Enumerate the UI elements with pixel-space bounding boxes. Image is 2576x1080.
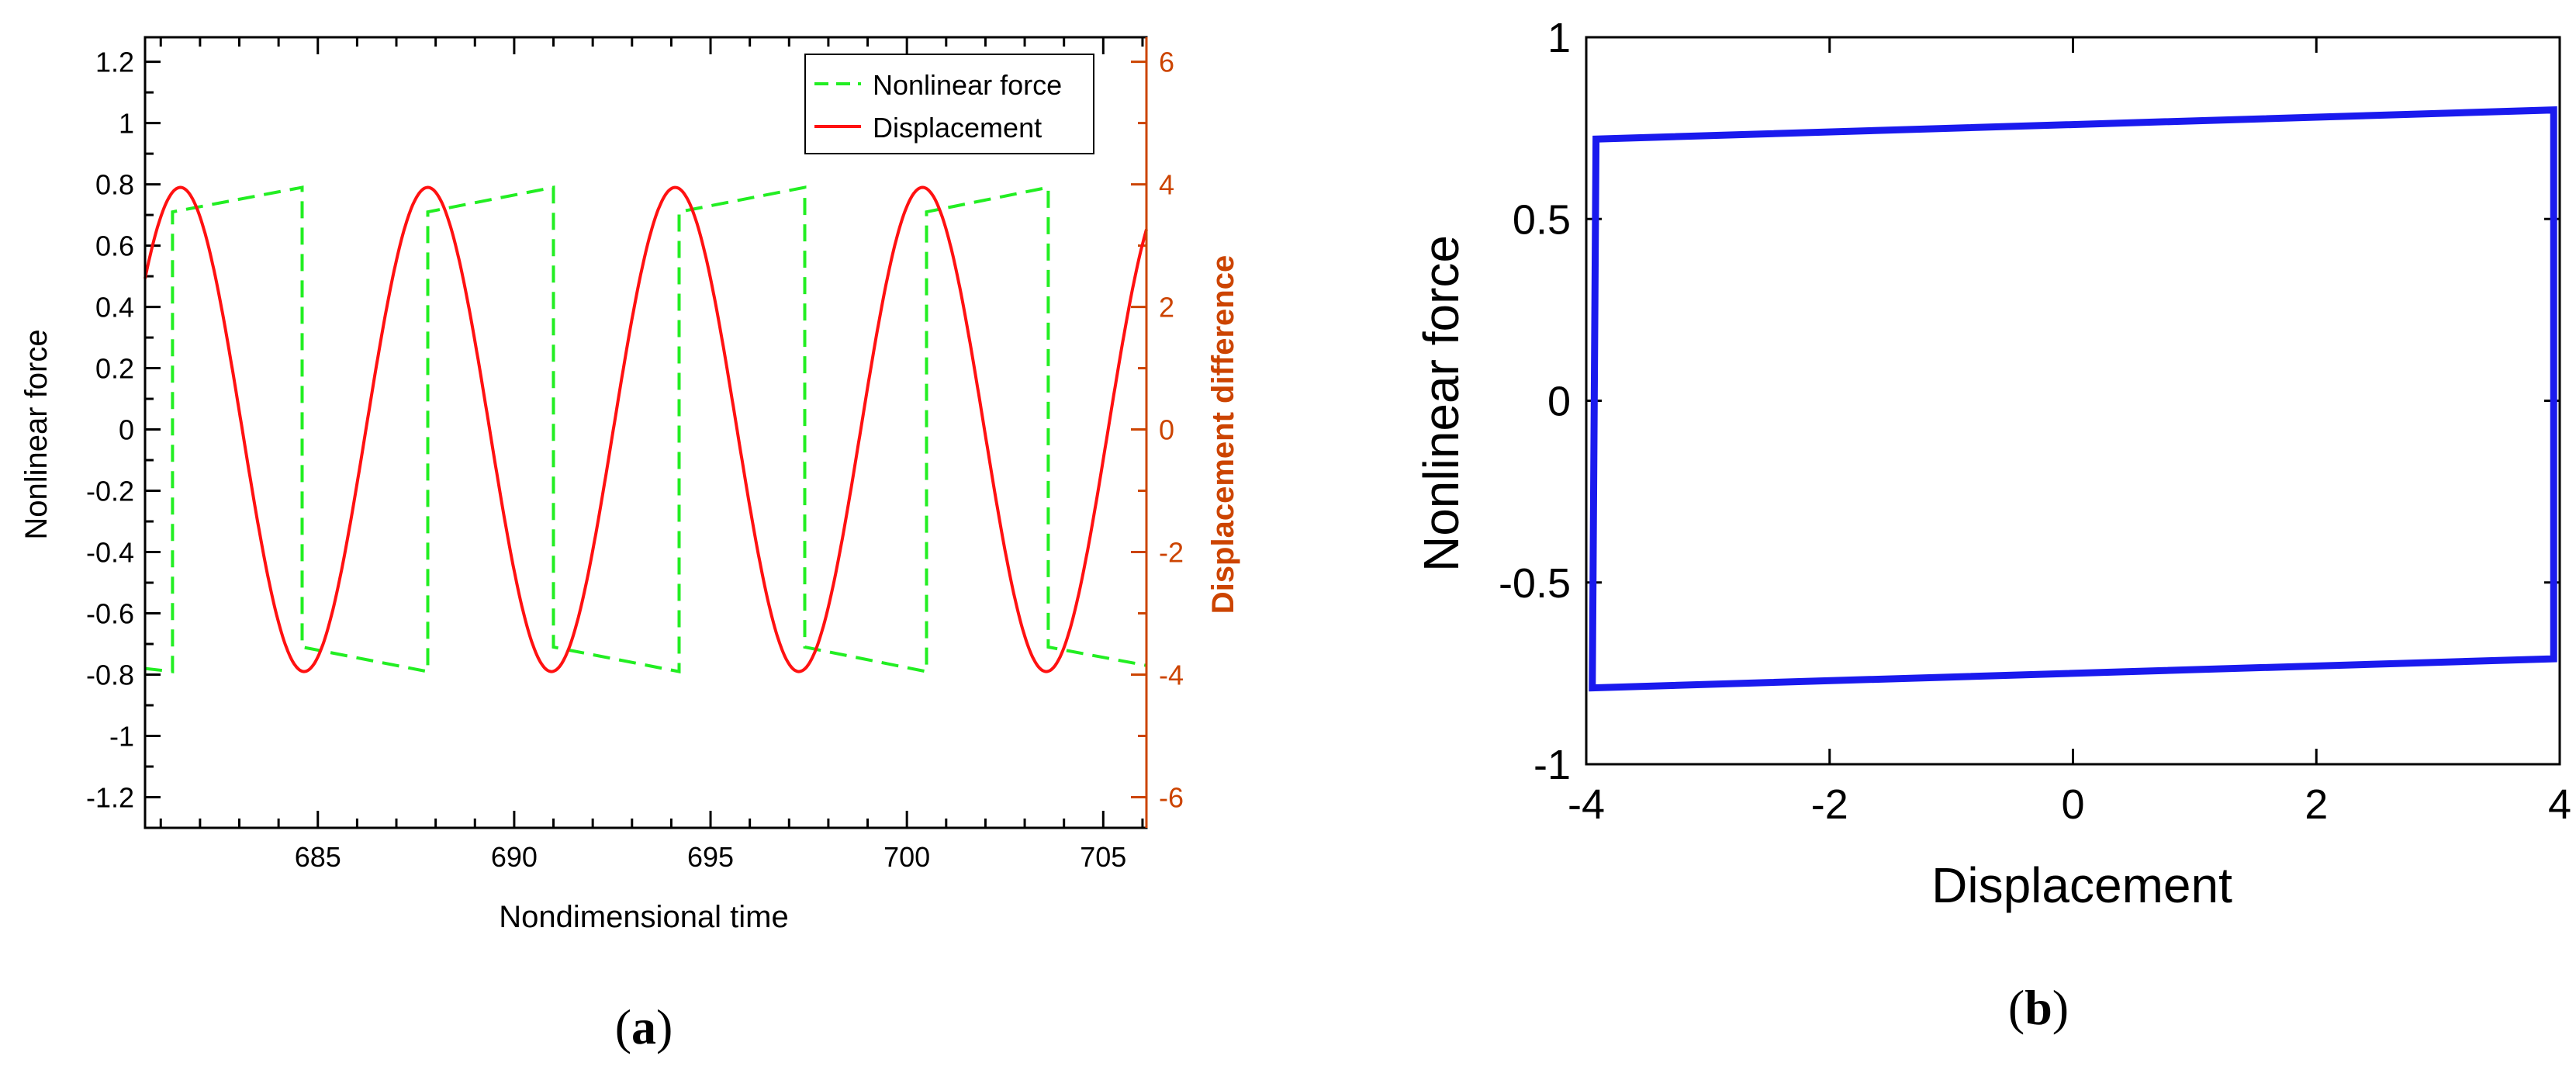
hysteresis-loop-line — [1589, 106, 2557, 692]
x-tick-label: 685 — [295, 841, 341, 873]
panel-a-caption-letter: a — [631, 999, 656, 1054]
x-tick-label: 695 — [687, 841, 734, 873]
y-tick-label: 0.8 — [95, 169, 134, 201]
y2-tick-label: -4 — [1159, 659, 1184, 691]
x-tick-label: 0 — [2061, 781, 2084, 828]
x-tick-label: -2 — [1811, 781, 1848, 828]
legend-box — [804, 54, 1094, 154]
x-tick-label: 700 — [883, 841, 930, 873]
y-tick-label: -0.2 — [86, 476, 134, 507]
y-tick-label: -0.6 — [86, 598, 134, 630]
y2-tick-label: 2 — [1159, 292, 1174, 324]
panel-b-plot-frame — [1585, 36, 2561, 766]
panel-b-y-axis-label: Nonlinear force — [1413, 235, 1469, 572]
panel-a-y2-axis-label: Displacement difference — [1206, 255, 1240, 614]
panel-b-ticks — [1585, 36, 2561, 766]
x-tick-label: 705 — [1080, 841, 1126, 873]
nonlinear-force-series-line — [144, 185, 1147, 674]
y-tick-label: 0 — [119, 414, 134, 446]
y-tick-label: 0.6 — [95, 230, 134, 262]
y2-tick-label: -6 — [1159, 782, 1184, 814]
panel-a-plot-frame — [143, 36, 1148, 829]
panel-b-x-tick-labels: -4 -2 0 2 4 — [1568, 781, 2571, 828]
y-tick-label: 1.2 — [95, 47, 134, 78]
x-tick-label: 2 — [2305, 781, 2328, 828]
x-tick-label: 690 — [491, 841, 538, 873]
panel-a-legend: Nonlinear force Displacement — [804, 54, 1094, 154]
y-tick-label: -1.2 — [86, 782, 134, 814]
panel-a-y-axis-label: Nonlinear force — [19, 329, 54, 539]
y2-tick-label: 6 — [1159, 47, 1174, 78]
y2-tick-label: -2 — [1159, 537, 1184, 569]
x-tick-label: -4 — [1568, 781, 1605, 828]
y2-tick-label: 0 — [1159, 414, 1174, 446]
panel-a-y-tick-labels: -1.2 -1 -0.8 -0.6 -0.4 -0.2 0 0.2 0.4 0.6 0.8 1 1.2 — [86, 47, 134, 814]
panel-a-chart: 685 690 695 700 705 -1.2 -1 -0.8 -0.6 -0.4 -0.2 0 0… — [19, 36, 1240, 934]
y-tick-label: -1 — [1533, 742, 1571, 788]
y-tick-label: -1 — [109, 721, 134, 753]
y-tick-label: -0.5 — [1499, 560, 1571, 607]
panel-b-chart: -4 -2 0 2 4 -1 -0.5 0 0.5 1 Displacement Nonline… — [1413, 15, 2571, 913]
y-tick-label: 0.4 — [95, 292, 134, 324]
panel-a-x-tick-labels: 685 690 695 700 705 — [295, 841, 1127, 873]
y-tick-label: -0.4 — [86, 537, 134, 569]
y2-tick-label: 4 — [1159, 169, 1174, 201]
panel-b-caption-letter: b — [2024, 980, 2052, 1035]
panel-b-x-axis-label: Displacement — [1931, 857, 2232, 913]
panel-a-ticks — [145, 37, 1146, 829]
panel-a-x-axis-label: Nondimensional time — [499, 900, 789, 934]
legend-displacement-label: Displacement — [873, 112, 1042, 144]
y-tick-label: 0.2 — [95, 353, 134, 385]
panel-b-caption: (b) — [2008, 980, 2069, 1035]
y-tick-label: 0 — [1547, 379, 1571, 425]
displacement-series-line — [143, 185, 1148, 673]
legend-nonlinear-force-label: Nonlinear force — [873, 69, 1062, 101]
x-tick-label: 4 — [2548, 781, 2571, 828]
panel-b-y-tick-labels: -1 -0.5 0 0.5 1 — [1499, 15, 1571, 788]
y-tick-label: 1 — [1547, 15, 1571, 61]
panel-a-series — [143, 185, 1148, 674]
panel-a-y2-tick-labels: -6 -4 -2 0 2 4 6 — [1159, 47, 1184, 814]
y-tick-label: 1 — [119, 108, 134, 140]
panel-a-caption: (a) — [615, 999, 673, 1054]
y-tick-label: 0.5 — [1513, 196, 1571, 243]
y-tick-label: -0.8 — [86, 659, 134, 691]
